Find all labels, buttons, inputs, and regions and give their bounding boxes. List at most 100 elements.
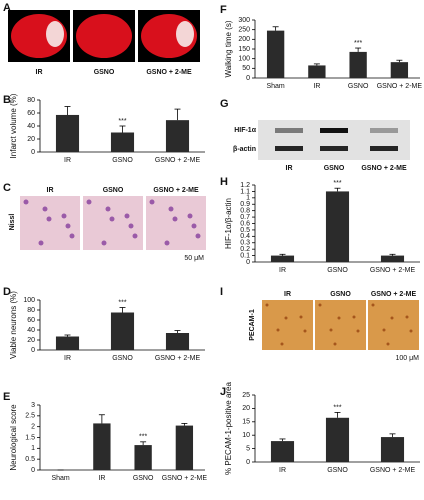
y-tick-label: 5 [246,445,250,452]
panel-letter: D [3,286,11,298]
image-label: GSNO [330,291,351,298]
image-label: GSNO [324,165,345,172]
y-axis-label: Walking time (s) [224,20,233,77]
neuron [168,206,174,212]
panel-letter: I [220,286,223,298]
y-tick-label: 1.5 [25,434,35,441]
significance: *** [139,434,147,441]
bar [380,255,405,262]
neuron [38,240,44,246]
image-label: IR [47,187,54,194]
x-tick-label: GSNO [112,355,133,362]
image-label: GSNO + 2-ME [146,69,192,76]
x-tick-label: GSNO [348,83,369,90]
y-tick-label: 0.9 [240,201,250,208]
nissl-image [146,196,206,250]
y-tick-label: 1 [31,445,35,452]
x-tick-label: GSNO + 2-ME [370,267,416,274]
bar [266,30,285,79]
brain-slice [76,14,132,58]
vessel [284,316,288,320]
y-tick-label: 0 [31,149,35,156]
x-tick-label: GSNO [327,467,348,474]
nissl-image [83,196,143,250]
panel-letter: E [3,391,10,403]
pecam-image [315,300,366,350]
y-tick-label: 150 [238,46,250,53]
y-tick-label: 0.8 [240,208,250,215]
y-tick-label: 0.2 [240,246,250,253]
y-tick-label: 0 [246,459,250,466]
vessel [333,342,337,346]
bar [134,445,152,470]
vessel [280,342,284,346]
neuron [42,206,48,212]
blot-band [275,146,303,151]
y-tick-label: 0.5 [25,456,35,463]
y-tick-label: 10 [242,432,250,439]
infarct [46,21,64,47]
y-tick-label: 0 [31,347,35,354]
y-tick-label: 50 [242,65,250,72]
image-label: IR [36,69,43,76]
significance: *** [118,299,126,306]
neuron [164,240,170,246]
vessel [265,303,269,307]
neuron [61,213,67,219]
x-tick-label: GSNO + 2-ME [155,355,201,362]
panel-letter: B [3,94,11,106]
y-tick-label: 250 [238,27,250,34]
y-tick-label: 3 [31,402,35,409]
bar [55,114,80,152]
vessel [329,328,333,332]
x-tick-label: IR [279,267,286,274]
y-tick-label: 0 [31,467,35,474]
image-label: GSNO + 2-ME [153,187,199,194]
y-tick-label: 40 [27,327,35,334]
x-tick-label: GSNO [112,157,133,164]
bar [270,441,295,462]
x-tick-label: IR [98,475,105,482]
bar [325,417,350,462]
neuron [23,199,29,205]
y-axis-label: HIF-1α/β-actin [224,198,233,249]
y-tick-label: 20 [27,136,35,143]
vessel [409,329,413,333]
blot-image [258,120,410,160]
vessel [405,315,409,319]
y-tick-label: 2 [31,424,35,431]
vessel [299,315,303,319]
panel-letter: C [3,182,11,194]
image-label: IR [284,291,291,298]
panel-letter: A [3,2,11,14]
y-axis-label: Neurological score [9,404,18,471]
vessel [276,328,280,332]
x-tick-label: GSNO + 2-ME [155,157,201,164]
x-tick-label: IR [64,355,71,362]
neuron [187,213,193,219]
bar [93,423,111,470]
panel-letter: F [220,4,227,16]
image-label: GSNO [94,69,115,76]
image-label: GSNO + 2-ME [371,291,417,298]
panel-letter: G [220,98,229,110]
row-label: Nissl [9,214,16,231]
bar [175,425,194,470]
row-label: β-actin [233,146,256,153]
y-tick-label: 0.1 [240,252,250,259]
vessel [318,303,322,307]
y-tick-label: 0.6 [240,220,250,227]
bar [165,120,190,152]
neuron [46,216,52,222]
bar [270,255,295,262]
neuron [149,199,155,205]
y-tick-label: 60 [27,317,35,324]
x-tick-label: IR [313,83,320,90]
vessel [371,303,375,307]
y-tick-label: 200 [238,36,250,43]
y-tick-label: 0 [246,75,250,82]
pecam-image [368,300,419,350]
y-axis-label: % PECAM-1-positive area [224,381,233,474]
bar [308,65,326,78]
y-tick-label: 2.5 [25,413,35,420]
